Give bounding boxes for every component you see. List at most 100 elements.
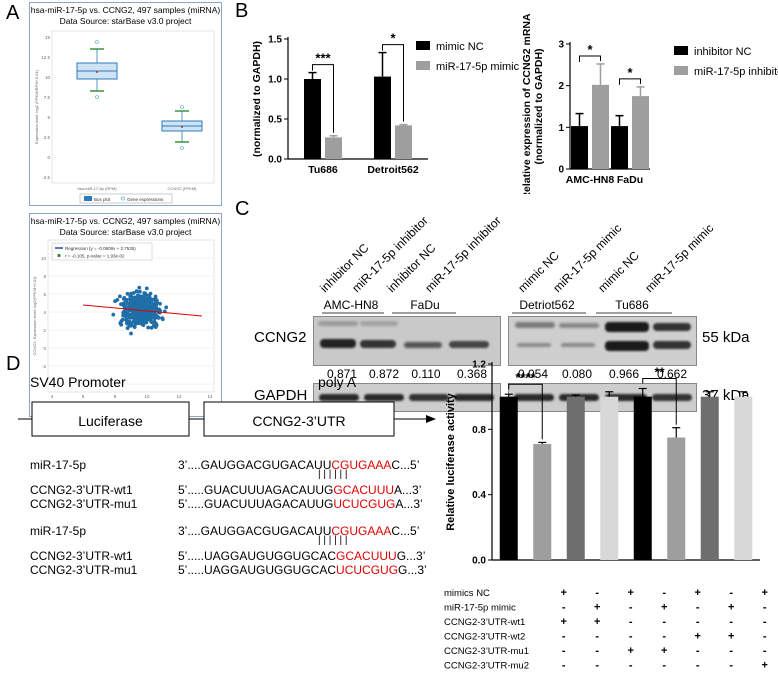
western-blot-panel: inhibitor NC miR-17-5p inhibitor inhibit… xyxy=(240,200,778,381)
boxplot-svg: 15 12.5 10 7.5 5 2.5 0 -2.5 Expression l… xyxy=(34,30,215,204)
significance-label: * xyxy=(390,31,396,46)
scatter-ytick: 4 xyxy=(43,310,46,315)
panel-label-a: A xyxy=(6,2,20,24)
y-tick-label: 1.5 xyxy=(268,35,282,46)
condition-sign: - xyxy=(662,660,666,672)
ccng2-blot-left xyxy=(313,316,501,366)
scatter-legend-regression: Regression (y = -0.0609x + 2.7535) xyxy=(65,246,136,251)
regression-line xyxy=(82,304,203,317)
condition-sign: + xyxy=(561,616,567,628)
y-tick-label: 0.0 xyxy=(472,556,486,567)
scatter-ytick: 6 xyxy=(43,292,46,297)
scatter-point xyxy=(138,313,143,318)
significance-bracket xyxy=(619,78,641,85)
condition-sign: - xyxy=(696,602,700,614)
bar-ylabel: (normalized to GAPDH) xyxy=(533,48,545,164)
scatter-point xyxy=(130,297,135,302)
scatter-point xyxy=(143,297,148,301)
scatter-xtick: 14 xyxy=(207,394,213,399)
y-tick-label: 2 xyxy=(558,81,564,92)
condition-sign: - xyxy=(763,602,767,614)
significance-bracket xyxy=(508,383,543,440)
condition-sign: + xyxy=(628,587,634,599)
boxplot-ytick: 15 xyxy=(45,35,51,40)
condition-sign: + xyxy=(695,631,701,643)
scatter-point xyxy=(148,291,153,296)
scatter-point xyxy=(157,307,161,312)
condition-sign: - xyxy=(729,616,733,628)
y-tick-label: 1.2 xyxy=(472,360,486,371)
condition-sign: - xyxy=(562,660,566,672)
significance-bracket xyxy=(382,44,404,122)
scatter-ytick: 0 xyxy=(43,346,46,351)
scatter-point xyxy=(150,302,154,307)
y-tick-label: 1.0 xyxy=(268,75,282,86)
scatter-title: hsa-miR-17-5p vs. CCNG2, 497 samples (mi… xyxy=(30,216,221,226)
scatter-point xyxy=(134,289,139,294)
scatter-point xyxy=(132,310,137,315)
starbase-boxplot-panel: hsa-miR-17-5p vs. CCNG2, 497 samples (mi… xyxy=(29,2,222,206)
cell-line-label: Tu686 xyxy=(615,298,649,312)
scatter-point xyxy=(132,315,137,320)
significance-bracket xyxy=(579,55,601,62)
x-tick-label: AMC-HN8 xyxy=(566,174,615,186)
scatter-point xyxy=(119,302,123,307)
boxplot-legend-genes: Gene expressions xyxy=(127,197,164,202)
scatter-point xyxy=(149,325,154,330)
legend-swatch xyxy=(416,41,430,50)
seq-label: miR-17-5p xyxy=(30,524,87,538)
panel-b-bar-charts: Relative expression of CCNG2 mRNA(normal… xyxy=(253,13,778,194)
scatter-point xyxy=(126,312,131,316)
scatter-point xyxy=(125,291,130,296)
band-value: 0.368 xyxy=(456,367,488,381)
bar-ylabel: Relative expression of CCNG2 mRNA xyxy=(521,13,533,194)
significance-bracket xyxy=(312,64,334,133)
scatter-point xyxy=(131,320,136,324)
condition-sign: - xyxy=(562,645,566,657)
condition-sign: - xyxy=(595,587,599,599)
condition-sign: + xyxy=(561,587,567,599)
scatter-xtick: 12 xyxy=(176,394,182,399)
seq-mu-2: 5’.....UAGGAUGUGGUGCACUCUCGUGG...3’ xyxy=(178,563,427,577)
condition-sign: - xyxy=(595,631,599,643)
scatter-ytick: 8 xyxy=(43,274,46,279)
condition-sign: - xyxy=(629,602,633,614)
legend-swatch xyxy=(674,46,688,55)
condition-label: CCNG2-3’UTR-wt1 xyxy=(444,617,525,628)
x-tick-label: Detroit562 xyxy=(367,164,419,176)
condition-sign: + xyxy=(628,645,634,657)
luc-ylabel: Relative luciferase activity xyxy=(445,392,457,530)
boxplot-title: hsa-miR-17-5p vs. CCNG2, 497 samples (mi… xyxy=(30,5,221,15)
luciferase-chart: Relative luciferase activity 0.0 0.4 0.8 1.2… xyxy=(444,360,768,672)
luc-bar xyxy=(533,444,552,560)
scatter-source: Data Source: starBase v3.0 project xyxy=(59,227,192,237)
scatter-point xyxy=(155,315,159,320)
scatter-point xyxy=(158,301,162,306)
panel-label-c: C xyxy=(235,198,250,220)
boxplot-xtick: hsa-miR-17-5p (RPM) xyxy=(77,186,117,191)
bar xyxy=(304,79,321,159)
scatter-point xyxy=(144,286,149,291)
scatter-point xyxy=(127,324,132,328)
scatter-point xyxy=(119,319,124,323)
condition-sign: - xyxy=(629,616,633,628)
scatter-point xyxy=(144,320,149,325)
scatter-point xyxy=(154,321,158,326)
boxplot-legend-box: Box plot xyxy=(94,197,111,202)
boxplot-ytick: 0 xyxy=(47,155,50,160)
bar-ylabel: (normalized to GAPDH) xyxy=(253,41,263,157)
legend-swatch xyxy=(674,66,688,75)
condition-sign: - xyxy=(662,616,666,628)
condition-sign: - xyxy=(629,631,633,643)
scatter-point xyxy=(111,312,116,317)
seq-pairing-bars: | | | | | | xyxy=(318,535,348,546)
starbase-scatter-panel: hsa-miR-17-5p vs. CCNG2, 497 samples (mi… xyxy=(29,213,222,417)
scatter-point xyxy=(115,298,120,302)
scatter-point xyxy=(132,323,137,328)
bar xyxy=(611,126,628,169)
construct-diagram xyxy=(18,401,436,437)
scatter-point xyxy=(138,289,142,294)
utr-box xyxy=(203,401,395,437)
band-value: 0.110 xyxy=(411,367,441,381)
